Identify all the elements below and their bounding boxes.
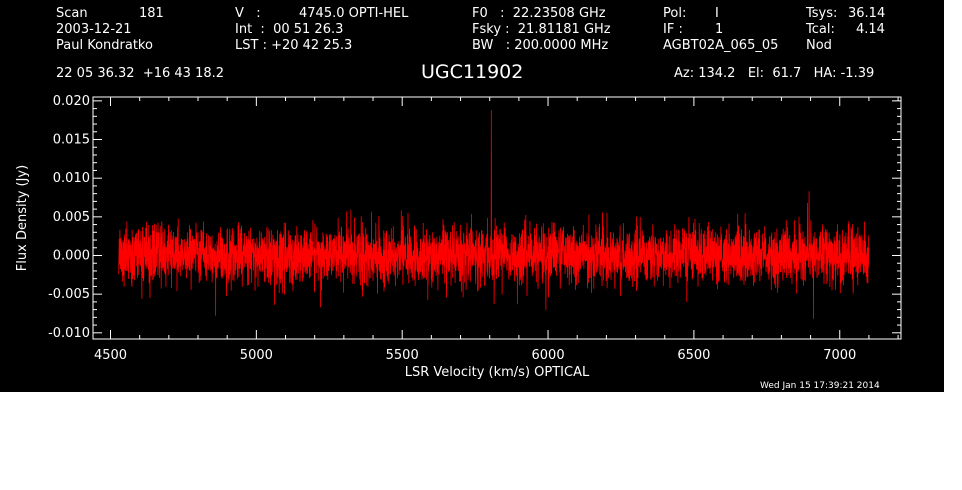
tsys-value: 36.14 [848, 6, 886, 21]
polarization-value: I [715, 6, 719, 21]
spectrum-chart: 4500 5000 5500 6000 6500 7000 -0.010 -0.005 0.00… [15, 94, 902, 380]
scan-value: 181 [139, 6, 164, 21]
x-axis-label: LSR Velocity (km/s) OPTICAL [405, 365, 590, 380]
footer-timestamp: Wed Jan 15 17:39:21 2014 [760, 381, 880, 391]
tsys-label: Tsys: [806, 6, 838, 21]
az-el-ha: Az: 134.2 El: 61.7 HA: -1.39 [674, 66, 875, 81]
velocity-value: 4745.0 OPTI-HEL [299, 6, 409, 21]
x-tick-label: 6500 [677, 348, 710, 363]
y-tick-label: 0.020 [53, 94, 90, 109]
tcal-label: Tcal: [806, 22, 835, 37]
plot-panel: Scan 181 2003-12-21 Paul Kondratko V : 4… [0, 0, 944, 392]
x-tick-label: 7000 [823, 348, 856, 363]
y-axis-label: Flux Density (Jy) [15, 165, 30, 271]
sky-frequency: Fsky : 21.81181 GHz [472, 22, 611, 37]
observation-date: 2003-12-21 [56, 22, 132, 37]
y-tick-label: 0.005 [53, 210, 90, 225]
project-id: AGBT02A_065_05 [663, 38, 779, 53]
y-tick-label: -0.010 [48, 326, 90, 341]
source-name: UGC11902 [421, 61, 524, 83]
x-tick-label: 6000 [532, 348, 565, 363]
bandwidth: BW : 200.0000 MHz [472, 38, 609, 53]
source-coordinates: 22 05 36.32 +16 43 18.2 [56, 66, 225, 81]
y-tick-label: -0.005 [48, 287, 90, 302]
plot-frame [92, 96, 902, 340]
rest-frequency: F0 : 22.23508 GHz [472, 6, 606, 21]
spectrum-trace [118, 110, 870, 319]
lst-value: LST : +20 42 25.3 [235, 38, 353, 53]
observing-mode: Nod [806, 38, 832, 53]
x-tick-label: 5000 [240, 348, 273, 363]
tcal-value: 4.14 [856, 22, 885, 37]
integration-time: Int : 00 51 26.3 [235, 22, 344, 37]
x-tick-label: 4500 [94, 348, 127, 363]
if-value: 1 [715, 22, 724, 37]
observer-name: Paul Kondratko [56, 38, 153, 53]
polarization-label: Pol: [663, 6, 687, 21]
x-tick-label: 5500 [386, 348, 419, 363]
y-tick-label: 0.015 [53, 133, 90, 148]
if-label: IF : [663, 22, 683, 37]
scan-label: Scan [56, 6, 88, 21]
velocity-label: V : [235, 6, 261, 21]
y-tick-label: 0.010 [53, 171, 90, 186]
y-tick-label: 0.000 [53, 248, 90, 263]
